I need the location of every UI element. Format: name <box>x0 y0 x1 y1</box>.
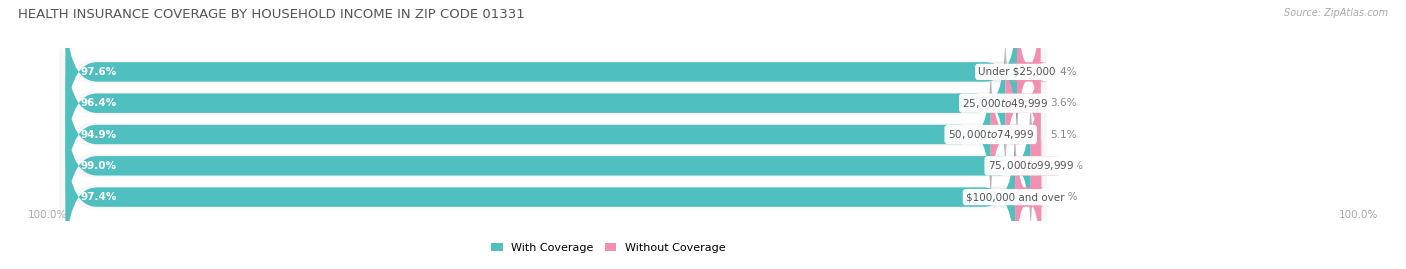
Legend: With Coverage, Without Coverage: With Coverage, Without Coverage <box>492 243 725 253</box>
Text: Under $25,000: Under $25,000 <box>979 67 1056 77</box>
Text: 96.4%: 96.4% <box>80 98 117 108</box>
FancyBboxPatch shape <box>1010 129 1046 266</box>
Text: $50,000 to $74,999: $50,000 to $74,999 <box>948 128 1033 141</box>
FancyBboxPatch shape <box>59 130 1046 264</box>
Text: $75,000 to $99,999: $75,000 to $99,999 <box>987 159 1074 172</box>
FancyBboxPatch shape <box>66 129 1015 266</box>
Text: 97.4%: 97.4% <box>80 192 117 202</box>
Text: 100.0%: 100.0% <box>1339 210 1378 220</box>
Text: 5.1%: 5.1% <box>1050 129 1077 140</box>
FancyBboxPatch shape <box>66 35 1040 172</box>
Text: 2.7%: 2.7% <box>1052 192 1078 202</box>
Text: $100,000 and over: $100,000 and over <box>966 192 1064 202</box>
FancyBboxPatch shape <box>66 97 1031 234</box>
Text: $25,000 to $49,999: $25,000 to $49,999 <box>962 97 1049 110</box>
Text: 99.0%: 99.0% <box>80 161 117 171</box>
FancyBboxPatch shape <box>991 66 1040 203</box>
Text: 0.98%: 0.98% <box>1050 161 1083 171</box>
Text: 94.9%: 94.9% <box>80 129 117 140</box>
Text: 97.6%: 97.6% <box>80 67 117 77</box>
FancyBboxPatch shape <box>1010 3 1049 140</box>
Text: HEALTH INSURANCE COVERAGE BY HOUSEHOLD INCOME IN ZIP CODE 01331: HEALTH INSURANCE COVERAGE BY HOUSEHOLD I… <box>18 8 524 21</box>
FancyBboxPatch shape <box>59 99 1046 233</box>
FancyBboxPatch shape <box>66 129 1040 266</box>
Text: 100.0%: 100.0% <box>28 210 67 220</box>
FancyBboxPatch shape <box>66 35 1005 172</box>
FancyBboxPatch shape <box>66 3 1017 140</box>
FancyBboxPatch shape <box>1010 97 1062 234</box>
FancyBboxPatch shape <box>1005 35 1040 172</box>
Text: Source: ZipAtlas.com: Source: ZipAtlas.com <box>1284 8 1388 18</box>
FancyBboxPatch shape <box>66 66 991 203</box>
FancyBboxPatch shape <box>59 5 1046 139</box>
FancyBboxPatch shape <box>59 68 1046 201</box>
FancyBboxPatch shape <box>66 66 1040 203</box>
FancyBboxPatch shape <box>66 97 1040 234</box>
FancyBboxPatch shape <box>59 36 1046 170</box>
FancyBboxPatch shape <box>66 3 1040 140</box>
Text: 3.6%: 3.6% <box>1050 98 1077 108</box>
Text: 2.4%: 2.4% <box>1050 67 1077 77</box>
